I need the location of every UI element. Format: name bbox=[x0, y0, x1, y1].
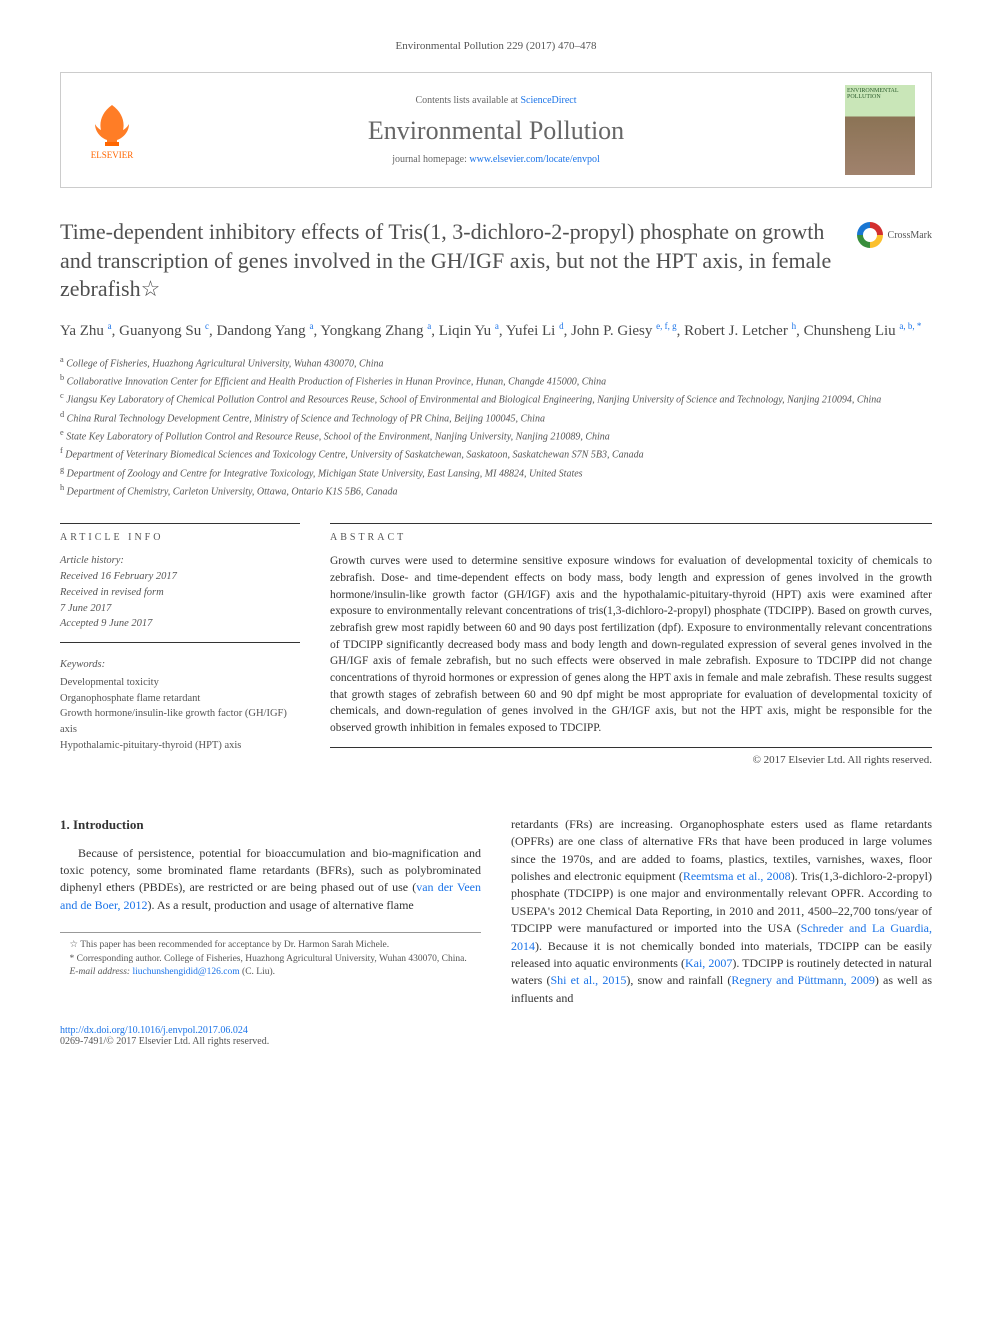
accepted-date: Accepted 9 June 2017 bbox=[60, 618, 152, 629]
footnote-recommended: ☆ This paper has been recommended for ac… bbox=[60, 939, 481, 952]
elsevier-label: ELSEVIER bbox=[91, 150, 134, 160]
article-title: Time-dependent inhibitory effects of Tri… bbox=[60, 218, 932, 304]
affiliation-item: f Department of Veterinary Biomedical Sc… bbox=[60, 445, 932, 462]
article-history: Article history: Received 16 February 20… bbox=[60, 553, 300, 643]
history-label: Article history: bbox=[60, 555, 124, 566]
affiliation-item: a College of Fisheries, Huazhong Agricul… bbox=[60, 354, 932, 371]
homepage-prefix: journal homepage: bbox=[392, 154, 469, 165]
crossmark-badge[interactable]: CrossMark bbox=[857, 222, 932, 248]
intro-p2: retardants (FRs) are increasing. Organop… bbox=[511, 816, 932, 1007]
footnote-corresponding: * Corresponding author. College of Fishe… bbox=[60, 953, 481, 966]
article-info-column: ARTICLE INFO Article history: Received 1… bbox=[60, 523, 300, 765]
keywords-block: Keywords: Developmental toxicityOrganoph… bbox=[60, 657, 300, 754]
email-link[interactable]: liuchunshengidid@126.com bbox=[132, 967, 239, 977]
homepage-link[interactable]: www.elsevier.com/locate/envpol bbox=[469, 154, 599, 165]
email-label: E-mail address: bbox=[70, 967, 133, 977]
received-date: Received 16 February 2017 bbox=[60, 571, 177, 582]
contents-prefix: Contents lists available at bbox=[415, 95, 520, 106]
authors-list: Ya Zhu a, Guanyong Su c, Dandong Yang a,… bbox=[60, 320, 932, 342]
footnotes: ☆ This paper has been recommended for ac… bbox=[60, 932, 481, 979]
body-columns: 1. Introduction Because of persistence, … bbox=[60, 816, 932, 1007]
body-col-left: 1. Introduction Because of persistence, … bbox=[60, 816, 481, 1007]
revised-line2: 7 June 2017 bbox=[60, 603, 111, 614]
article-info-label: ARTICLE INFO bbox=[60, 523, 300, 543]
keyword-item: Growth hormone/insulin-like growth facto… bbox=[60, 706, 300, 738]
email-suffix: (C. Liu). bbox=[240, 967, 275, 977]
header-center: Contents lists available at ScienceDirec… bbox=[163, 95, 829, 165]
intro-p2-e: ), snow and rainfall ( bbox=[626, 973, 731, 987]
running-head: Environmental Pollution 229 (2017) 470–4… bbox=[60, 40, 932, 52]
elsevier-tree-icon bbox=[87, 100, 137, 150]
keyword-item: Developmental toxicity bbox=[60, 675, 300, 691]
cover-thumb-label: ENVIRONMENTAL POLLUTION bbox=[847, 88, 913, 100]
doi-link[interactable]: http://dx.doi.org/10.1016/j.envpol.2017.… bbox=[60, 1025, 248, 1036]
abstract-text: Growth curves were used to determine sen… bbox=[330, 553, 932, 747]
citation-link[interactable]: Kai, 2007 bbox=[685, 956, 732, 970]
citation-link[interactable]: Shi et al., 2015 bbox=[551, 973, 627, 987]
journal-cover-thumbnail: ENVIRONMENTAL POLLUTION bbox=[845, 85, 915, 175]
body-col-right: retardants (FRs) are increasing. Organop… bbox=[511, 816, 932, 1007]
intro-p1-b: ). As a result, production and usage of … bbox=[148, 898, 414, 912]
intro-heading: 1. Introduction bbox=[60, 816, 481, 835]
journal-name: Environmental Pollution bbox=[163, 116, 829, 146]
abstract-label: ABSTRACT bbox=[330, 523, 932, 543]
keywords-label: Keywords: bbox=[60, 657, 300, 673]
affiliation-item: g Department of Zoology and Centre for I… bbox=[60, 464, 932, 481]
citation-link[interactable]: Regnery and Püttmann, 2009 bbox=[731, 973, 875, 987]
elsevier-logo: ELSEVIER bbox=[77, 90, 147, 170]
affiliation-item: c Jiangsu Key Laboratory of Chemical Pol… bbox=[60, 390, 932, 407]
contents-lists-line: Contents lists available at ScienceDirec… bbox=[163, 95, 829, 106]
footnote-email: E-mail address: liuchunshengidid@126.com… bbox=[60, 966, 481, 979]
page-footer: http://dx.doi.org/10.1016/j.envpol.2017.… bbox=[60, 1025, 932, 1047]
sciencedirect-link[interactable]: ScienceDirect bbox=[520, 95, 576, 106]
intro-p1: Because of persistence, potential for bi… bbox=[60, 845, 481, 915]
affiliation-item: b Collaborative Innovation Center for Ef… bbox=[60, 372, 932, 389]
journal-header: ELSEVIER Contents lists available at Sci… bbox=[60, 72, 932, 188]
affiliation-item: e State Key Laboratory of Pollution Cont… bbox=[60, 427, 932, 444]
abstract-copyright: © 2017 Elsevier Ltd. All rights reserved… bbox=[330, 754, 932, 766]
affiliations-list: a College of Fisheries, Huazhong Agricul… bbox=[60, 354, 932, 500]
crossmark-label: CrossMark bbox=[888, 230, 932, 241]
abstract-column: ABSTRACT Growth curves were used to dete… bbox=[330, 523, 932, 765]
issn-copyright: 0269-7491/© 2017 Elsevier Ltd. All right… bbox=[60, 1036, 269, 1047]
keyword-item: Hypothalamic-pituitary-thyroid (HPT) axi… bbox=[60, 738, 300, 754]
revised-line1: Received in revised form bbox=[60, 587, 164, 598]
citation-link[interactable]: Reemtsma et al., 2008 bbox=[683, 869, 791, 883]
affiliation-item: h Department of Chemistry, Carleton Univ… bbox=[60, 482, 932, 499]
affiliation-item: d China Rural Technology Development Cen… bbox=[60, 409, 932, 426]
keyword-item: Organophosphate flame retardant bbox=[60, 691, 300, 707]
homepage-line: journal homepage: www.elsevier.com/locat… bbox=[163, 154, 829, 165]
crossmark-icon bbox=[857, 222, 883, 248]
